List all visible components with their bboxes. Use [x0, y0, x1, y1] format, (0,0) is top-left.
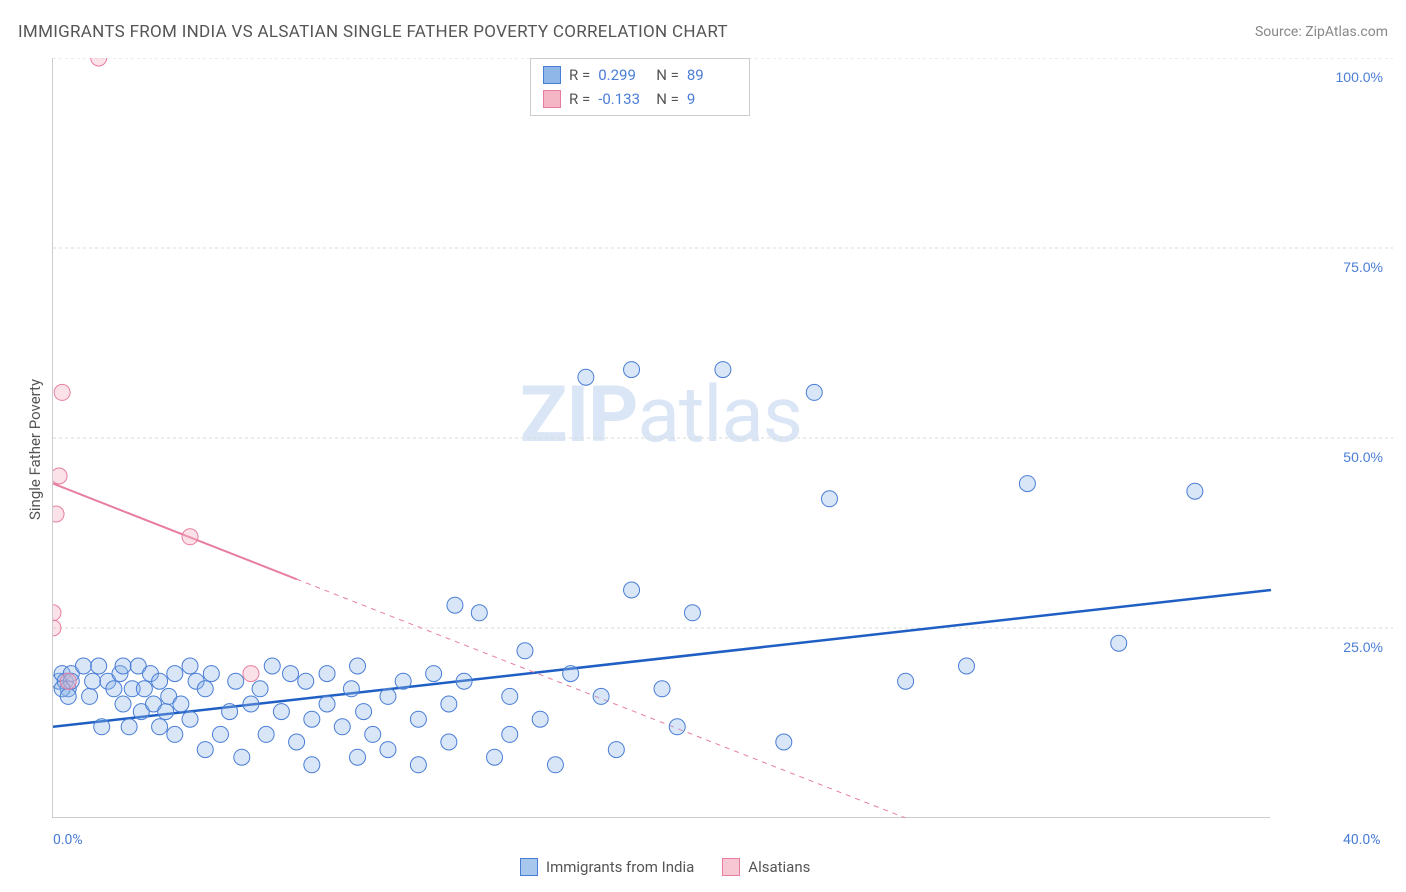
- x-axis-min-label: 0.0%: [53, 832, 83, 848]
- chart-title: IMMIGRANTS FROM INDIA VS ALSATIAN SINGLE…: [18, 22, 728, 42]
- n-value-2: 9: [687, 87, 737, 111]
- svg-text:100.0%: 100.0%: [1336, 69, 1383, 85]
- legend-item-2: Alsatians: [722, 858, 810, 876]
- swatch-series-2: [543, 90, 561, 108]
- svg-text:75.0%: 75.0%: [1343, 259, 1383, 275]
- n-label: N =: [656, 63, 679, 87]
- r-label-2: R =: [569, 87, 590, 111]
- swatch-series-1: [543, 66, 561, 84]
- stats-row-1: R = 0.299 N = 89: [543, 63, 737, 87]
- legend-label-2: Alsatians: [748, 858, 810, 876]
- r-value-1: 0.299: [598, 63, 648, 87]
- source-attribution: Source: ZipAtlas.com: [1255, 24, 1388, 40]
- legend-item-1: Immigrants from India: [520, 858, 694, 876]
- x-axis-max-label: 40.0%: [1343, 832, 1381, 848]
- n-label-2: N =: [656, 87, 679, 111]
- scatter-svg: 25.0% 50.0% 75.0% 100.0%: [53, 58, 1393, 818]
- stats-row-2: R = -0.133 N = 9: [543, 87, 737, 111]
- svg-text:25.0%: 25.0%: [1343, 639, 1383, 655]
- y-axis-label: Single Father Poverty: [26, 379, 44, 520]
- bottom-legend: Immigrants from India Alsatians: [520, 858, 810, 876]
- n-value-1: 89: [687, 63, 737, 87]
- stats-legend-box: R = 0.299 N = 89 R = -0.133 N = 9: [530, 58, 750, 116]
- legend-swatch-2: [722, 858, 740, 876]
- plot-area: 25.0%50.0%75.0%100.0% 0.0%40.0%: [52, 58, 1270, 818]
- legend-label-1: Immigrants from India: [546, 858, 694, 876]
- svg-text:50.0%: 50.0%: [1343, 449, 1383, 465]
- r-label: R =: [569, 63, 590, 87]
- legend-swatch-1: [520, 858, 538, 876]
- r-value-2: -0.133: [598, 87, 648, 111]
